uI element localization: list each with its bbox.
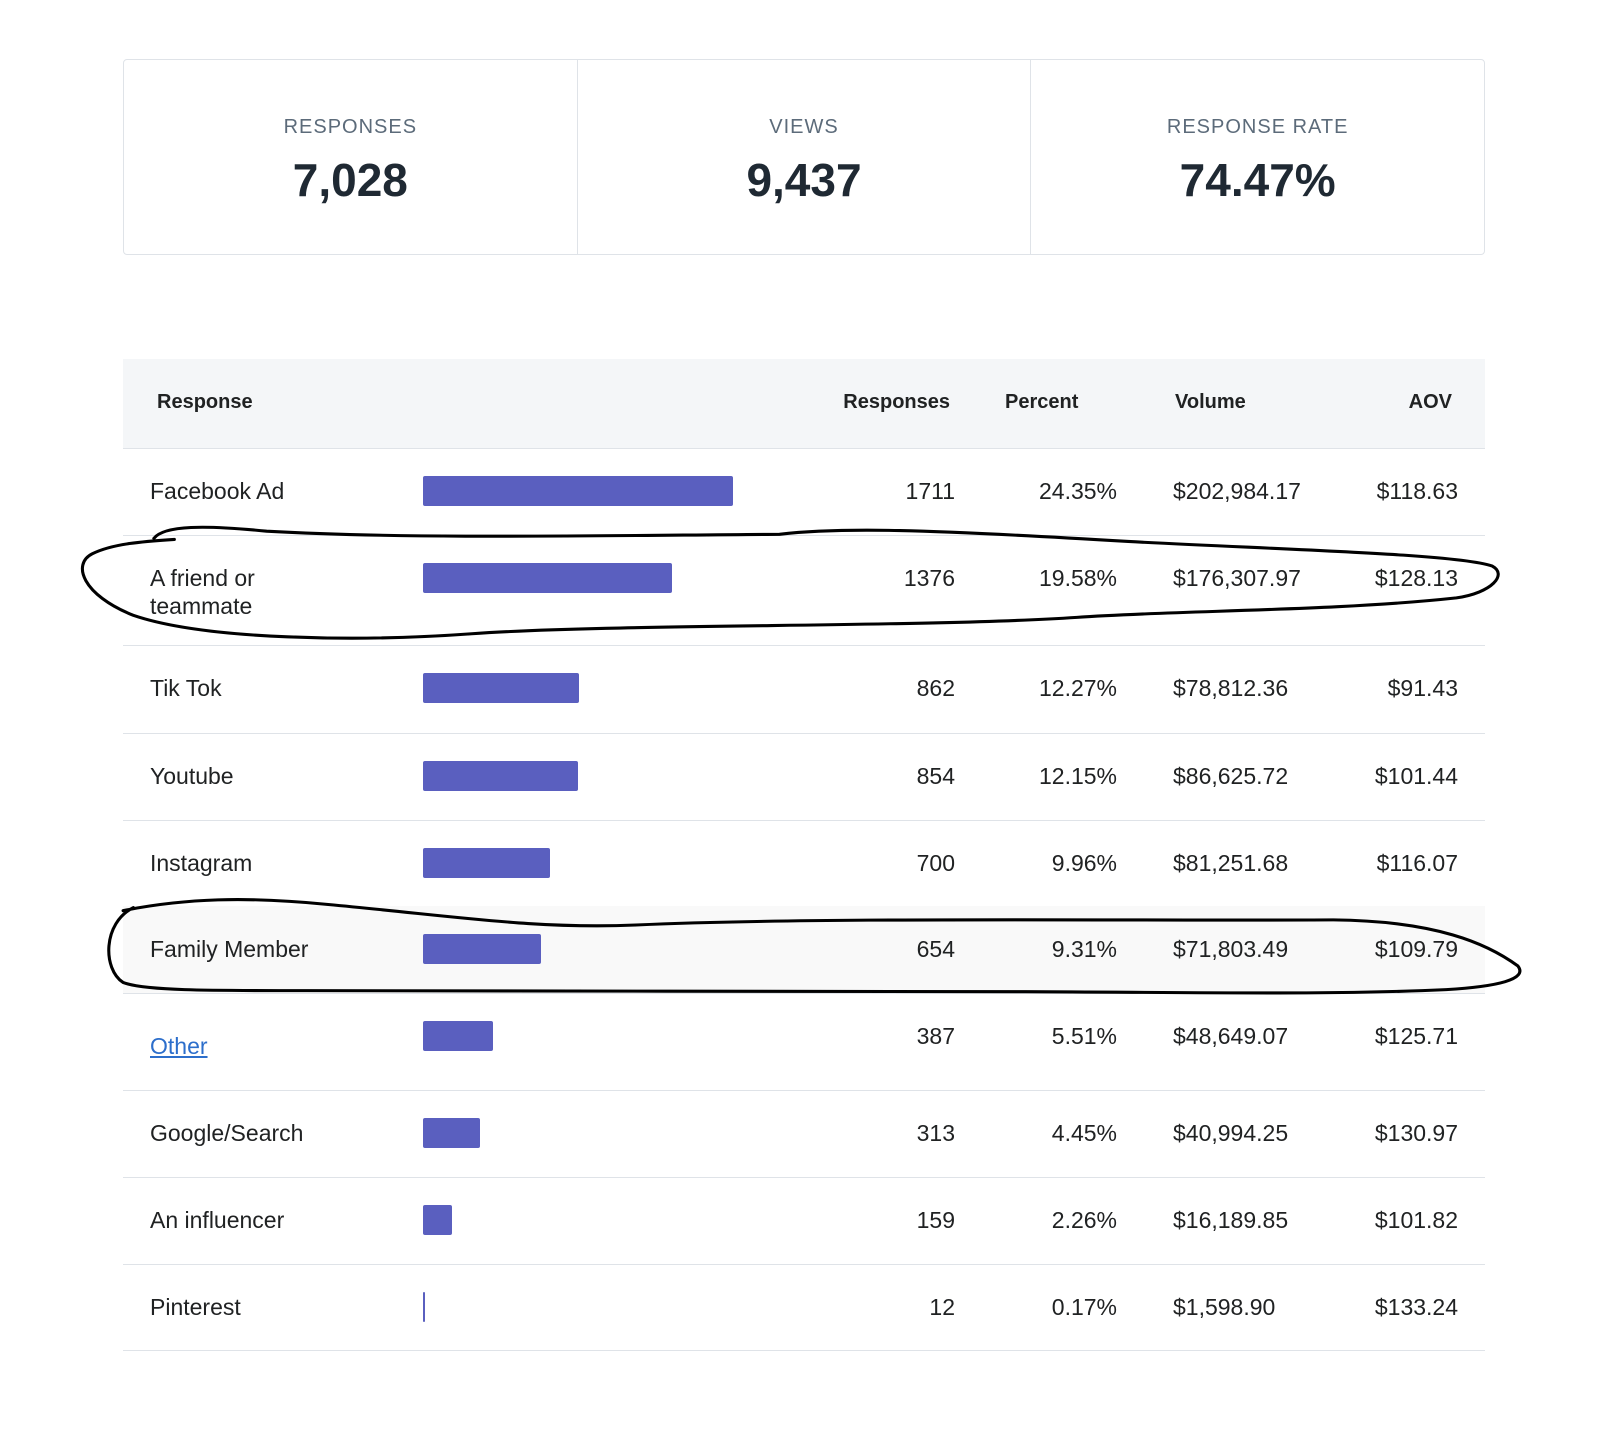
aov-cell: $133.24 bbox=[1374, 1294, 1458, 1320]
aov-cell: $109.79 bbox=[1374, 936, 1458, 962]
response-bar bbox=[423, 673, 580, 703]
response-label: Family Member bbox=[150, 936, 309, 962]
response-bar bbox=[423, 761, 578, 791]
percent-cell: 12.27% bbox=[1038, 675, 1117, 701]
volume-cell: $16,189.85 bbox=[1173, 1207, 1289, 1233]
aov-cell: $128.13 bbox=[1374, 565, 1458, 591]
aov-cell: $125.71 bbox=[1374, 1023, 1458, 1049]
percent-cell: 0.17% bbox=[1051, 1294, 1117, 1320]
aov-cell: $116.07 bbox=[1376, 850, 1458, 876]
responses-cell: 854 bbox=[916, 763, 955, 789]
response-label: Pinterest bbox=[150, 1294, 241, 1320]
response-label: Tik Tok bbox=[150, 675, 222, 701]
volume-cell: $40,994.25 bbox=[1173, 1120, 1289, 1146]
stat: VIEWS 9,437 bbox=[578, 60, 1032, 254]
stat-label: RESPONSES bbox=[283, 116, 418, 138]
column-header: Percent bbox=[1005, 391, 1079, 413]
table-row: Other 387 5.51% $48,649.07 $125.71 bbox=[123, 993, 1485, 1091]
table-row: Tik Tok 862 12.27% $78,812.36 $91.43 bbox=[123, 645, 1485, 734]
response-bar bbox=[423, 1118, 480, 1148]
responses-cell: 12 bbox=[929, 1294, 955, 1320]
percent-cell: 19.58% bbox=[1038, 565, 1117, 591]
table-row: Facebook Ad 1711 24.35% $202,984.17 $118.63 bbox=[123, 448, 1485, 536]
aov-cell: $91.43 bbox=[1387, 675, 1458, 701]
percent-cell: 12.15% bbox=[1038, 763, 1117, 789]
response-label: An influencer bbox=[150, 1207, 285, 1233]
stat-label: RESPONSE RATE bbox=[1166, 116, 1349, 138]
responses-cell: 862 bbox=[916, 675, 955, 701]
response-label: Google/Search bbox=[150, 1120, 304, 1146]
percent-cell: 2.26% bbox=[1051, 1207, 1117, 1233]
volume-cell: $78,812.36 bbox=[1173, 675, 1289, 701]
volume-cell: $176,307.97 bbox=[1173, 565, 1301, 591]
percent-cell: 5.51% bbox=[1051, 1023, 1117, 1049]
stat: RESPONSES 7,028 bbox=[124, 60, 578, 254]
stat-value: 74.47% bbox=[1179, 154, 1336, 206]
table-header: Response Responses Percent Volume AOV bbox=[123, 359, 1485, 449]
response-bar bbox=[423, 1205, 452, 1235]
response-label: A friend or teammate bbox=[150, 565, 255, 619]
response-bar bbox=[423, 1292, 426, 1322]
table-row: Pinterest 12 0.17% $1,598.90 $133.24 bbox=[123, 1264, 1485, 1351]
aov-cell: $130.97 bbox=[1374, 1120, 1458, 1146]
volume-cell: $86,625.72 bbox=[1173, 763, 1289, 789]
aov-cell: $101.44 bbox=[1374, 763, 1458, 789]
volume-cell: $1,598.90 bbox=[1173, 1294, 1276, 1320]
column-header: Responses bbox=[843, 391, 950, 413]
stat: RESPONSE RATE 74.47% bbox=[1031, 60, 1484, 254]
aov-cell: $118.63 bbox=[1376, 478, 1458, 504]
table-row: Youtube 854 12.15% $86,625.72 $101.44 bbox=[123, 733, 1485, 821]
stat-label: VIEWS bbox=[769, 116, 839, 138]
volume-cell: $48,649.07 bbox=[1173, 1023, 1289, 1049]
responses-cell: 654 bbox=[916, 936, 955, 962]
column-header: Response bbox=[157, 391, 253, 413]
column-header: AOV bbox=[1408, 391, 1452, 413]
responses-cell: 1711 bbox=[905, 478, 955, 504]
responses-cell: 159 bbox=[916, 1207, 955, 1233]
volume-cell: $202,984.17 bbox=[1173, 478, 1301, 504]
table-row: An influencer 159 2.26% $16,189.85 $101.82 bbox=[123, 1177, 1485, 1265]
volume-cell: $81,251.68 bbox=[1173, 850, 1289, 876]
response-label: Facebook Ad bbox=[150, 478, 285, 504]
stats-card: RESPONSES 7,028 VIEWS 9,437 RESPONSE RATE 74.… bbox=[123, 59, 1485, 255]
response-link[interactable]: Other bbox=[150, 1033, 208, 1059]
percent-cell: 24.35% bbox=[1038, 478, 1117, 504]
percent-cell: 9.31% bbox=[1051, 936, 1117, 962]
table-row: Instagram 700 9.96% $81,251.68 $116.07 bbox=[123, 820, 1485, 907]
percent-cell: 9.96% bbox=[1051, 850, 1117, 876]
stat-value: 7,028 bbox=[292, 154, 408, 206]
response-bar bbox=[423, 1021, 494, 1051]
column-header: Volume bbox=[1175, 391, 1246, 413]
aov-cell: $101.82 bbox=[1374, 1207, 1458, 1233]
responses-cell: 1376 bbox=[903, 565, 955, 591]
response-bar bbox=[423, 563, 673, 593]
response-label: Youtube bbox=[150, 763, 234, 789]
table-row: Family Member 654 9.31% $71,803.49 $109.79 bbox=[123, 906, 1485, 994]
response-label: Instagram bbox=[150, 850, 253, 876]
response-bar bbox=[423, 848, 550, 878]
responses-cell: 387 bbox=[916, 1023, 955, 1049]
responses-cell: 700 bbox=[916, 850, 955, 876]
responses-cell: 313 bbox=[916, 1120, 955, 1146]
volume-cell: $71,803.49 bbox=[1173, 936, 1289, 962]
table-row: Google/Search 313 4.45% $40,994.25 $130.97 bbox=[123, 1090, 1485, 1178]
stat-value: 9,437 bbox=[746, 154, 862, 206]
response-bar bbox=[423, 476, 733, 506]
percent-cell: 4.45% bbox=[1051, 1120, 1117, 1146]
table-row: A friend or teammate 1376 19.58% $176,307.9… bbox=[123, 535, 1485, 646]
response-bar bbox=[423, 934, 542, 964]
